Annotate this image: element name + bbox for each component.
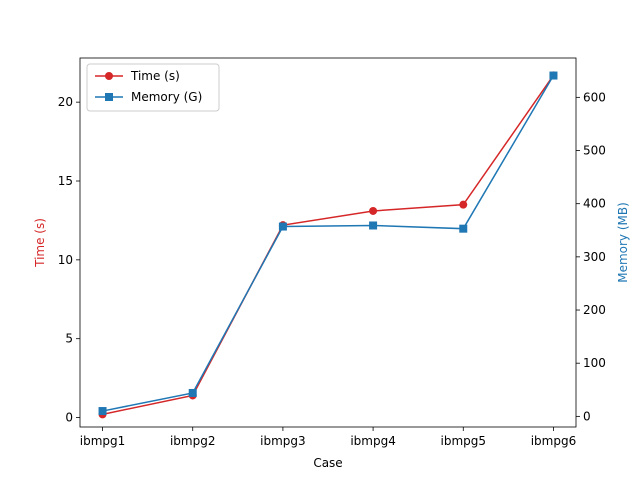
right-y-tick-label: 200 bbox=[583, 303, 606, 317]
x-axis-title: Case bbox=[313, 456, 342, 470]
memory-data-point bbox=[278, 222, 287, 231]
left-y-tick-label: 0 bbox=[65, 411, 73, 425]
memory-data-point bbox=[549, 71, 558, 80]
x-tick-label: ibmpg5 bbox=[441, 434, 487, 448]
right-y-tick-label: 0 bbox=[583, 409, 591, 423]
x-tick-label: ibmpg4 bbox=[350, 434, 396, 448]
legend-time-label: Time (s) bbox=[130, 69, 180, 83]
legend-time-marker bbox=[105, 72, 113, 80]
right-y-axis-title: Memory (MB) bbox=[616, 202, 630, 283]
memory-data-point bbox=[98, 407, 107, 416]
memory-data-point bbox=[188, 388, 197, 397]
time-data-point bbox=[459, 200, 468, 209]
x-tick-label: ibmpg3 bbox=[260, 434, 306, 448]
left-y-tick-label: 15 bbox=[58, 174, 73, 188]
legend: Time (s) Memory (G) bbox=[86, 63, 220, 112]
memory-data-point bbox=[459, 224, 468, 233]
left-y-tick-label: 5 bbox=[65, 332, 73, 346]
right-y-tick-label: 500 bbox=[583, 144, 606, 158]
x-tick-label: ibmpg2 bbox=[170, 434, 216, 448]
memory-series-line bbox=[102, 75, 555, 412]
time-data-point bbox=[369, 206, 378, 215]
legend-memory-marker bbox=[105, 93, 113, 101]
legend-memory-label: Memory (G) bbox=[131, 90, 202, 104]
left-y-axis-title: Time (s) bbox=[33, 218, 47, 268]
right-y-tick-label: 400 bbox=[583, 197, 606, 211]
plot-frame bbox=[79, 57, 577, 428]
right-y-tick-label: 300 bbox=[583, 250, 606, 264]
right-y-tick-label: 600 bbox=[583, 90, 606, 104]
right-y-tick-label: 100 bbox=[583, 356, 606, 370]
left-y-tick-label: 20 bbox=[58, 95, 73, 109]
memory-data-point bbox=[369, 221, 378, 230]
x-tick-label: ibmpg6 bbox=[531, 434, 577, 448]
time-series-line bbox=[102, 74, 555, 416]
x-tick-label: ibmpg1 bbox=[80, 434, 126, 448]
left-y-tick-label: 10 bbox=[58, 253, 73, 267]
plot-area: ibmpg1 ibmpg2 ibmpg3 ibmpg4 ibmpg5 ibmpg6 0 5 10… bbox=[58, 57, 606, 448]
